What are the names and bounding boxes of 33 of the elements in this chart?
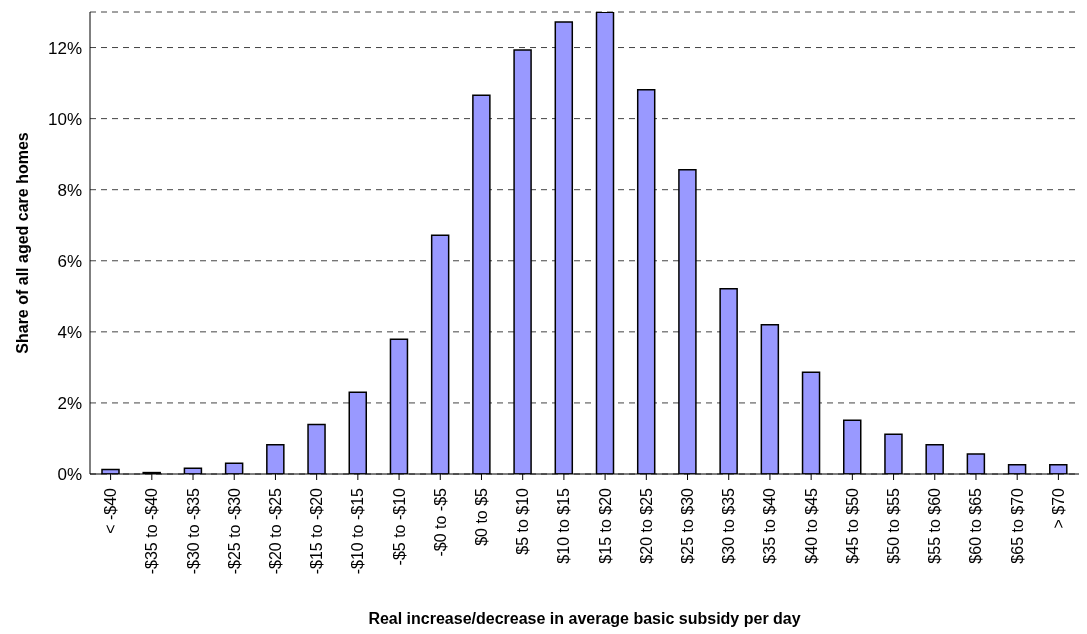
x-tick-label: $15 to $20 bbox=[596, 487, 614, 564]
y-tick-label: 12% bbox=[47, 38, 82, 58]
x-tick-label: $65 to $70 bbox=[1008, 487, 1026, 564]
x-tick-label: $60 to $65 bbox=[967, 487, 985, 564]
x-tick-label: $0 to $5 bbox=[472, 487, 490, 546]
x-tick-label: -$0 to -$5 bbox=[431, 487, 449, 557]
x-tick-label: $5 to $10 bbox=[514, 487, 532, 555]
y-axis-title: Share of all aged care homes bbox=[13, 132, 31, 354]
x-tick-label: $40 to $45 bbox=[802, 487, 820, 564]
x-tick-label: $50 to $55 bbox=[885, 487, 903, 564]
x-tick-label: $25 to $30 bbox=[679, 487, 697, 564]
y-tick-label: 8% bbox=[57, 180, 82, 200]
x-tick-label: -$20 to -$25 bbox=[266, 487, 284, 575]
x-tick-label: $55 to $60 bbox=[926, 487, 944, 564]
x-tick-label: > $70 bbox=[1049, 487, 1067, 529]
y-tick-label: 0% bbox=[57, 465, 82, 485]
x-tick-label: -$30 to -$35 bbox=[184, 487, 202, 575]
x-tick-label: $20 to $25 bbox=[637, 487, 655, 564]
x-tick-label: -$25 to -$30 bbox=[225, 487, 243, 575]
y-tick-label: 6% bbox=[57, 251, 82, 271]
y-tick-label: 4% bbox=[57, 322, 82, 342]
y-tick-label: 2% bbox=[57, 393, 82, 413]
x-axis-title: Real increase/decrease in average basic subsidy per day bbox=[368, 610, 801, 627]
x-tick-label: $30 to $35 bbox=[720, 487, 738, 564]
x-tick-label: $35 to $40 bbox=[761, 487, 779, 564]
x-tick-label: -$35 to -$40 bbox=[143, 487, 161, 575]
x-tick-label: -$10 to -$15 bbox=[349, 487, 367, 575]
y-tick-label: 10% bbox=[47, 109, 82, 129]
x-tick-label: $10 to $15 bbox=[555, 487, 573, 564]
x-tick-label: -$5 to -$10 bbox=[390, 487, 408, 566]
x-tick-label: < -$40 bbox=[102, 487, 120, 534]
x-tick-label: $45 to $50 bbox=[843, 487, 861, 564]
x-tick-label: -$15 to -$20 bbox=[308, 487, 326, 575]
